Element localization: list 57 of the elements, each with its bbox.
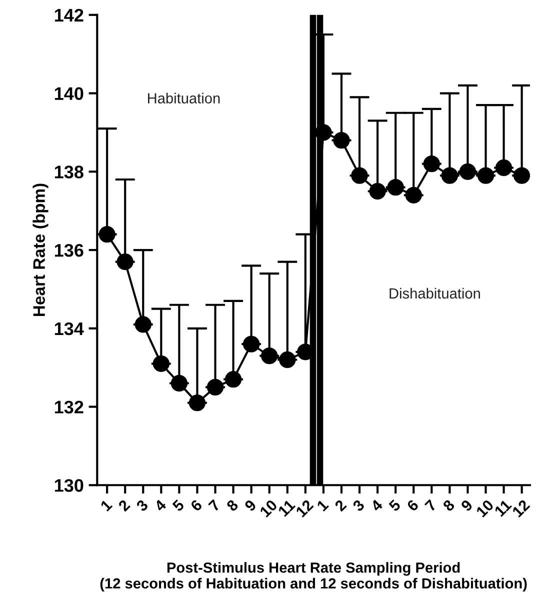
y-axis-title: Heart Rate (bpm) (32, 184, 48, 316)
x-tick-label: 5 (388, 499, 402, 512)
x-tick-label: 9 (460, 499, 474, 512)
x-tick-label: 9 (244, 499, 257, 512)
point (441, 167, 458, 184)
x-tick-label: 5 (172, 499, 185, 512)
x-tick-label: 10 (476, 499, 494, 518)
x-axis-title: Post-Stimulus Heart Rate Sampling Period (12 seconds of Habituation and 12 seconds of Dishabituation) (100, 562, 527, 592)
point (242, 336, 260, 352)
x-tick-label: 3 (136, 499, 149, 512)
point (152, 355, 170, 372)
point (423, 155, 440, 172)
point (513, 167, 530, 184)
x-tick-label: 1 (316, 499, 329, 512)
point (261, 347, 278, 364)
point (170, 374, 188, 392)
point (333, 132, 350, 149)
x-tick-label: 6 (406, 499, 420, 512)
annotation: Habituation (148, 92, 220, 104)
point (459, 163, 476, 180)
x-tick-label: 8 (226, 498, 239, 512)
point (351, 167, 368, 184)
annotation: Dishabituation (390, 288, 480, 299)
x-tick-label: 3 (352, 499, 366, 512)
x-tick-label: 2 (334, 499, 347, 512)
point (224, 371, 242, 388)
x-tick-label: 4 (154, 498, 167, 512)
y-tick-label: 142 (54, 8, 84, 22)
y-tick-label: 130 (54, 479, 84, 492)
point (188, 394, 206, 412)
x-tick-label: 10 (259, 499, 278, 518)
point (116, 253, 134, 270)
x-tick-label: 11 (278, 499, 296, 517)
point (134, 316, 152, 333)
y-tick-label: 134 (54, 322, 84, 336)
point (98, 226, 116, 243)
x-tick-label: 8 (442, 498, 456, 512)
y-tick-label: 132 (54, 400, 84, 414)
point (477, 167, 494, 184)
x-tick-label: 1 (100, 499, 113, 512)
point (405, 186, 422, 204)
x-tick-label: 7 (208, 499, 221, 512)
x-tick-label: 11 (494, 499, 512, 517)
x-tick-label: 12 (512, 499, 530, 518)
x-tick-label: 12 (295, 499, 314, 518)
y-tick-label: 140 (54, 87, 84, 100)
y-tick-label: 138 (54, 166, 84, 178)
point (279, 351, 296, 368)
y-tick-label: 136 (54, 244, 84, 257)
x-tick-label: 6 (190, 499, 203, 512)
x-tick-label: 2 (118, 499, 130, 512)
x-tick-label: 4 (370, 498, 384, 512)
point (387, 178, 404, 196)
x-tick-label: 7 (424, 499, 437, 512)
point (206, 378, 224, 396)
point (369, 182, 386, 200)
point (495, 159, 512, 176)
